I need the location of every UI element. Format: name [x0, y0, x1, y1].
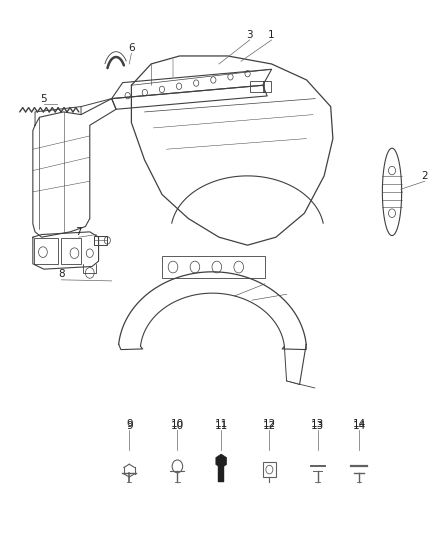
Text: 11: 11: [215, 419, 228, 429]
Bar: [218, 466, 224, 482]
Text: 12: 12: [263, 419, 276, 429]
Text: 5: 5: [40, 94, 47, 103]
Polygon shape: [216, 454, 226, 468]
Bar: [34, 238, 58, 264]
Text: 6: 6: [128, 43, 135, 53]
Text: 13: 13: [311, 422, 324, 431]
Text: 8: 8: [58, 270, 65, 279]
Text: 10: 10: [171, 422, 184, 431]
Text: 7: 7: [75, 227, 82, 237]
Text: 13: 13: [311, 419, 324, 429]
Text: 9: 9: [126, 419, 133, 429]
Text: 11: 11: [215, 422, 228, 431]
Text: 9: 9: [126, 422, 133, 431]
Text: 14: 14: [353, 422, 366, 431]
Bar: [263, 462, 276, 477]
Bar: [263, 81, 271, 92]
Text: 12: 12: [263, 422, 276, 431]
Bar: [94, 236, 107, 245]
Text: 14: 14: [353, 419, 366, 429]
Bar: [162, 256, 265, 278]
Text: 10: 10: [171, 419, 184, 429]
Text: 2: 2: [421, 171, 428, 181]
Text: 1: 1: [268, 30, 275, 39]
Bar: [250, 81, 264, 92]
Text: 3: 3: [246, 30, 253, 39]
Bar: [61, 238, 81, 264]
